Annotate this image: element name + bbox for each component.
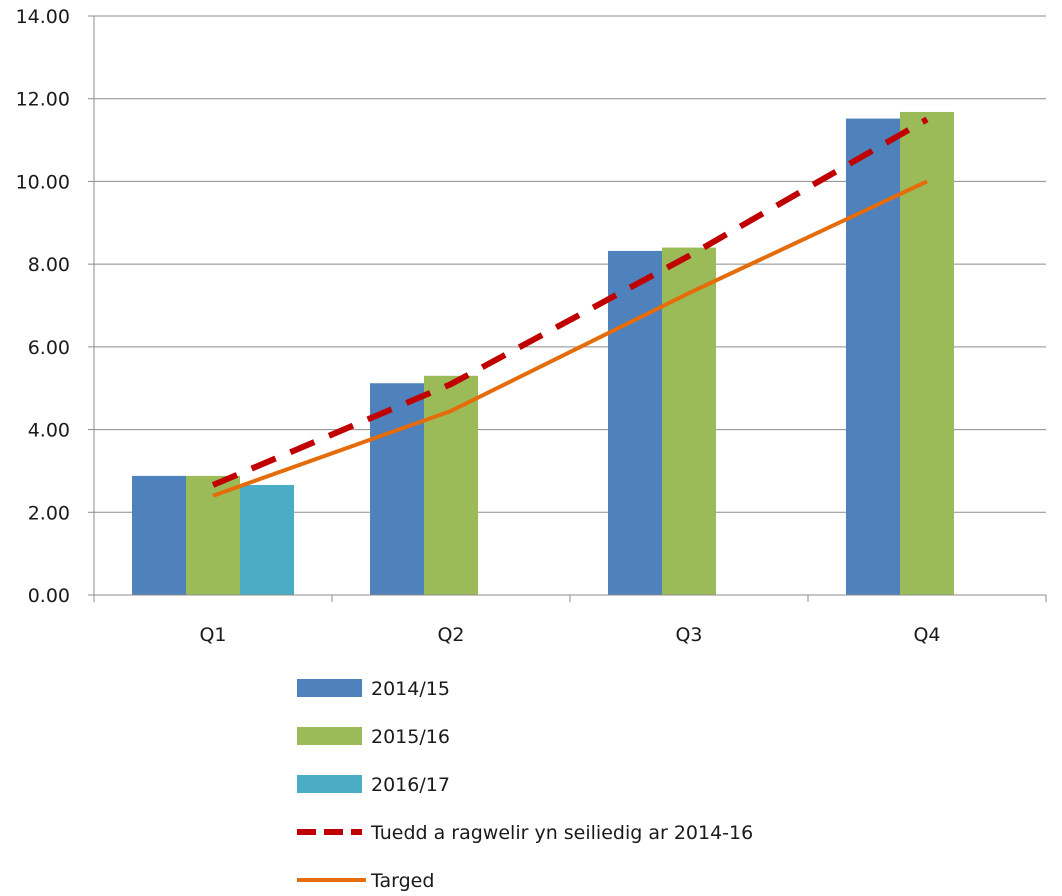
bar-2015-16-Q4 [900,111,954,595]
bar-2014-15-Q3 [608,250,662,595]
legend-2015-16-label: 2015/16 [371,726,450,748]
legend-2014-15-label: 2014/15 [371,678,450,700]
x-tick-labels: Q1 Q2 Q3 Q4 [199,624,940,646]
x-tick-label: Q4 [913,624,940,646]
legend-2014-15-swatch [297,679,362,697]
legend-2016-17-label: 2016/17 [371,774,450,796]
bars [132,111,954,596]
bar-2016-17-Q1 [240,484,294,595]
y-tick-label: 10.00 [16,171,70,193]
y-tick-label: 2.00 [28,502,70,524]
y-tick-label: 0.00 [28,585,70,607]
legend: 2014/15 2015/16 2016/17 Tuedd a ragwelir yn… [297,678,753,892]
x-tick-label: Q1 [199,624,226,646]
bar-2014-15-Q4 [846,118,900,596]
lines [211,116,929,498]
y-tick-label: 14.00 [16,6,70,28]
x-tick-label: Q3 [675,624,702,646]
x-tick-label: Q2 [437,624,464,646]
legend-tuedd-a-ragwelir-yn-seiliedig-ar-2014-16-label: Tuedd a ragwelir yn seiliedig ar 2014-16 [370,822,753,844]
legend-targed-label: Targed [370,870,434,892]
y-tick-label: 6.00 [28,337,70,359]
y-tick-labels: 0.00 2.00 4.00 6.00 8.00 10.00 12.00 14.00 [16,6,70,607]
axes [88,15,1047,602]
bar-2014-15-Q2 [370,383,424,595]
y-tick-label: 12.00 [16,89,70,111]
y-tick-label: 4.00 [28,420,70,442]
y-tick-label: 8.00 [28,254,70,276]
bar-2015-16-Q3 [662,247,716,595]
bar-2015-16-Q2 [424,375,478,595]
line-target [212,179,928,498]
legend-2016-17-swatch [297,775,362,793]
line-trend [211,116,929,488]
gridlines [94,15,1046,513]
bar-2014-15-Q1 [132,475,186,595]
legend-2015-16-swatch [297,727,362,745]
